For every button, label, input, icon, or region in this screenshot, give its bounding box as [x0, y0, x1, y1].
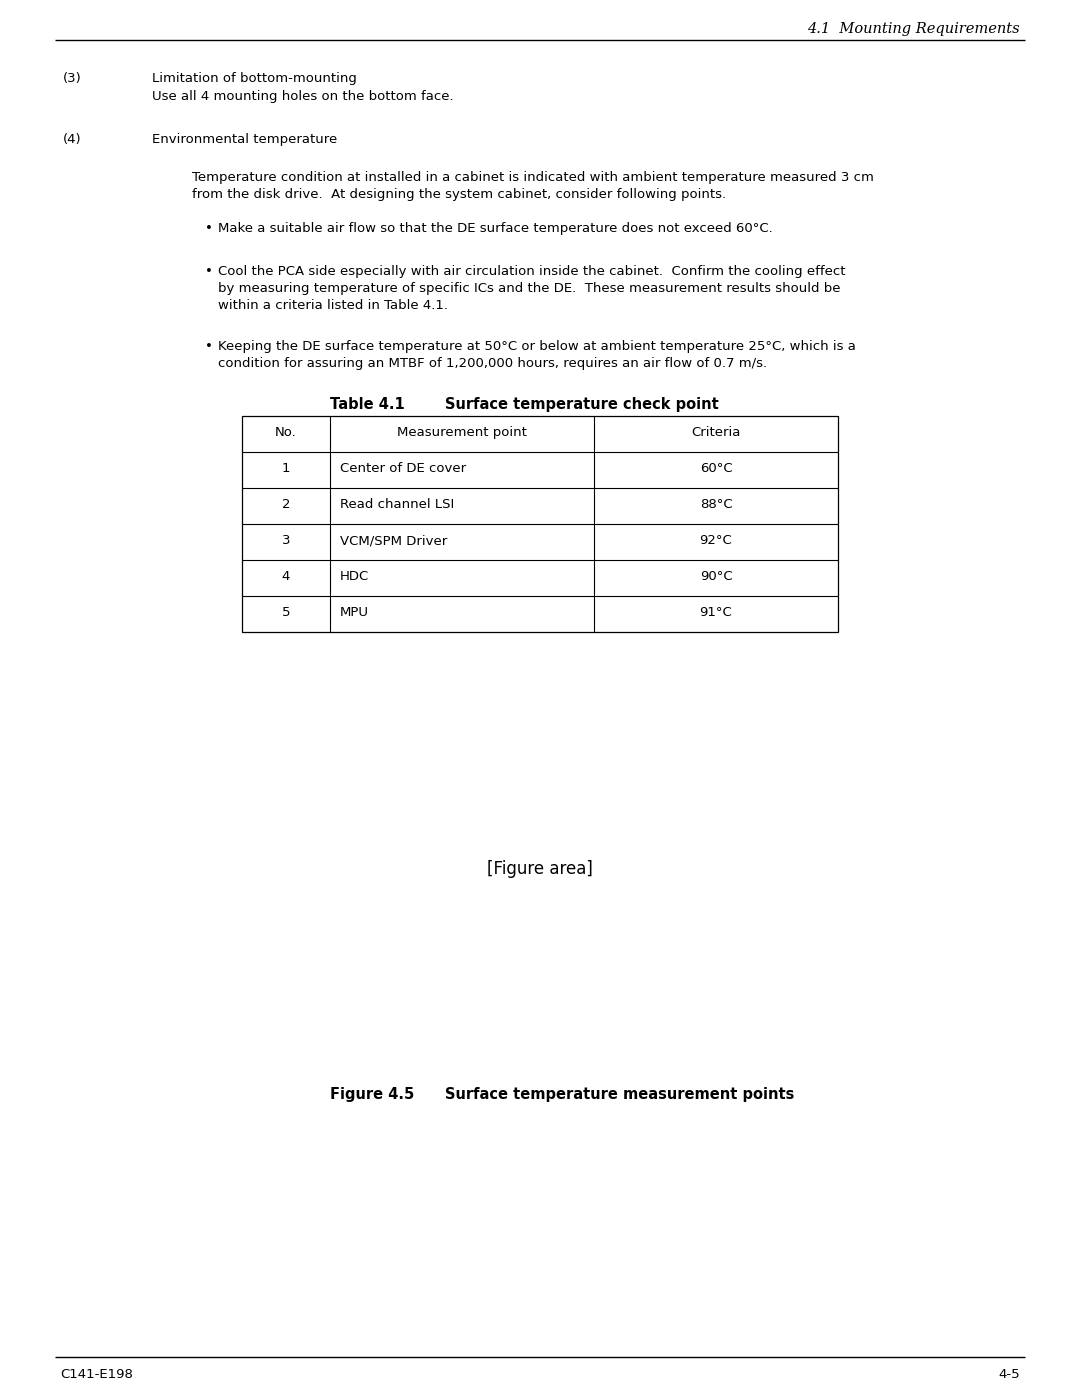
- Text: [Figure area]: [Figure area]: [487, 861, 593, 877]
- Text: VCM/SPM Driver: VCM/SPM Driver: [340, 534, 447, 548]
- Text: Criteria: Criteria: [691, 426, 741, 439]
- Text: Keeping the DE surface temperature at 50°C or below at ambient temperature 25°C,: Keeping the DE surface temperature at 50…: [218, 339, 855, 353]
- Text: •: •: [205, 265, 213, 278]
- Text: from the disk drive.  At designing the system cabinet, consider following points: from the disk drive. At designing the sy…: [192, 189, 726, 201]
- Text: C141-E198: C141-E198: [60, 1368, 133, 1382]
- Text: (4): (4): [63, 133, 82, 147]
- Text: •: •: [205, 222, 213, 235]
- Text: 5: 5: [282, 606, 291, 619]
- Text: 90°C: 90°C: [700, 570, 732, 583]
- Text: HDC: HDC: [340, 570, 369, 583]
- Text: 4-5: 4-5: [998, 1368, 1020, 1382]
- Text: 4.1  Mounting Requirements: 4.1 Mounting Requirements: [808, 22, 1020, 36]
- Text: by measuring temperature of specific ICs and the DE.  These measurement results : by measuring temperature of specific ICs…: [218, 282, 840, 295]
- Text: condition for assuring an MTBF of 1,200,000 hours, requires an air flow of 0.7 m: condition for assuring an MTBF of 1,200,…: [218, 358, 767, 370]
- Text: 91°C: 91°C: [700, 606, 732, 619]
- Text: 92°C: 92°C: [700, 534, 732, 548]
- Text: Table 4.1: Table 4.1: [330, 397, 405, 412]
- Text: Use all 4 mounting holes on the bottom face.: Use all 4 mounting holes on the bottom f…: [152, 89, 454, 103]
- Text: Center of DE cover: Center of DE cover: [340, 462, 467, 475]
- Text: Read channel LSI: Read channel LSI: [340, 497, 455, 511]
- Text: 4: 4: [282, 570, 291, 583]
- Text: Limitation of bottom-mounting: Limitation of bottom-mounting: [152, 73, 356, 85]
- Text: 2: 2: [282, 497, 291, 511]
- Text: 1: 1: [282, 462, 291, 475]
- Text: Figure 4.5: Figure 4.5: [330, 1087, 415, 1102]
- Text: 88°C: 88°C: [700, 497, 732, 511]
- Text: Surface temperature check point: Surface temperature check point: [445, 397, 719, 412]
- Text: Cool the PCA side especially with air circulation inside the cabinet.  Confirm t: Cool the PCA side especially with air ci…: [218, 265, 846, 278]
- Text: Surface temperature measurement points: Surface temperature measurement points: [445, 1087, 795, 1102]
- Text: 60°C: 60°C: [700, 462, 732, 475]
- Text: Make a suitable air flow so that the DE surface temperature does not exceed 60°C: Make a suitable air flow so that the DE …: [218, 222, 773, 235]
- Text: Temperature condition at installed in a cabinet is indicated with ambient temper: Temperature condition at installed in a …: [192, 170, 874, 184]
- Text: 3: 3: [282, 534, 291, 548]
- Text: Environmental temperature: Environmental temperature: [152, 133, 337, 147]
- Text: Measurement point: Measurement point: [397, 426, 527, 439]
- Bar: [242, 416, 838, 631]
- Text: •: •: [205, 339, 213, 353]
- Text: MPU: MPU: [340, 606, 369, 619]
- Text: No.: No.: [275, 426, 297, 439]
- Text: (3): (3): [63, 73, 82, 85]
- Text: within a criteria listed in Table 4.1.: within a criteria listed in Table 4.1.: [218, 299, 448, 312]
